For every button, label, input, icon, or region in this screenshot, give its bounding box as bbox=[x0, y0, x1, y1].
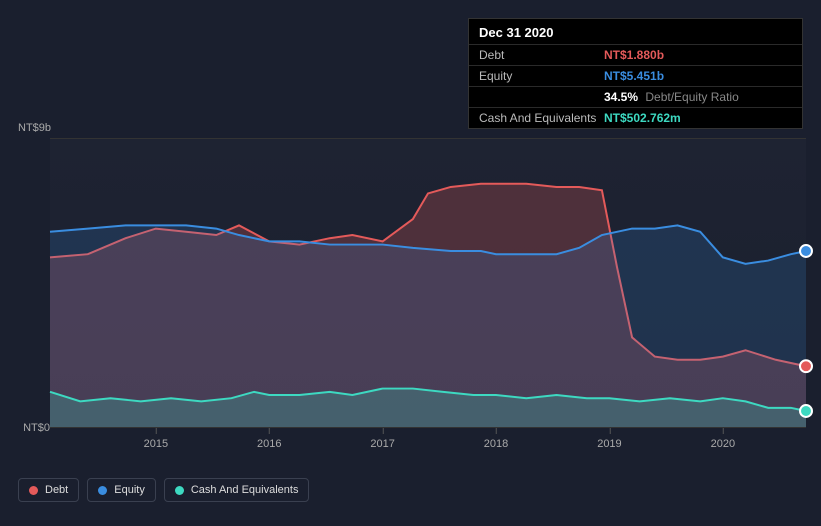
series-end-marker bbox=[800, 360, 812, 372]
x-axis-tick: 2018 bbox=[484, 438, 508, 450]
x-axis-tick: 2015 bbox=[144, 438, 168, 450]
tooltip-row-value: 34.5% Debt/Equity Ratio bbox=[604, 90, 739, 104]
series-end-marker bbox=[800, 245, 812, 257]
chart-area: NT$9b NT$0 2015 2016 2017 2018 2019 2020 bbox=[18, 120, 806, 460]
tooltip-row-value: NT$1.880b bbox=[604, 48, 664, 62]
tooltip-row: DebtNT$1.880b bbox=[469, 44, 802, 65]
x-axis-tick: 2016 bbox=[257, 438, 281, 450]
legend-dot-icon bbox=[98, 486, 107, 495]
legend-item[interactable]: Equity bbox=[87, 478, 156, 502]
legend-label: Equity bbox=[114, 484, 145, 496]
series-end-marker bbox=[800, 405, 812, 417]
tooltip-row: 34.5% Debt/Equity Ratio bbox=[469, 86, 802, 107]
legend: Debt Equity Cash And Equivalents bbox=[18, 478, 309, 502]
legend-item[interactable]: Cash And Equivalents bbox=[164, 478, 310, 502]
legend-label: Cash And Equivalents bbox=[191, 484, 299, 496]
legend-dot-icon bbox=[29, 486, 38, 495]
x-axis-tick: 2017 bbox=[370, 438, 394, 450]
tooltip-row: EquityNT$5.451b bbox=[469, 65, 802, 86]
plot-area[interactable] bbox=[50, 138, 806, 428]
tooltip-row-label: Debt bbox=[479, 48, 604, 62]
legend-item[interactable]: Debt bbox=[18, 478, 79, 502]
data-tooltip: Dec 31 2020 DebtNT$1.880bEquityNT$5.451b… bbox=[468, 18, 803, 129]
x-axis-tick: 2019 bbox=[597, 438, 621, 450]
x-axis-tick: 2020 bbox=[711, 438, 735, 450]
tooltip-rows: DebtNT$1.880bEquityNT$5.451b34.5% Debt/E… bbox=[469, 44, 802, 128]
tooltip-row-label bbox=[479, 90, 604, 104]
chart-container: Dec 31 2020 DebtNT$1.880bEquityNT$5.451b… bbox=[0, 0, 821, 526]
legend-dot-icon bbox=[175, 486, 184, 495]
y-axis-label-bottom: NT$0 bbox=[18, 422, 50, 434]
tooltip-row-sub: Debt/Equity Ratio bbox=[642, 90, 739, 104]
tooltip-date: Dec 31 2020 bbox=[469, 19, 802, 44]
y-axis-label-top: NT$9b bbox=[18, 122, 50, 134]
legend-label: Debt bbox=[45, 484, 68, 496]
series-svg bbox=[50, 139, 806, 427]
tooltip-row-label: Equity bbox=[479, 69, 604, 83]
tooltip-row-value: NT$5.451b bbox=[604, 69, 664, 83]
